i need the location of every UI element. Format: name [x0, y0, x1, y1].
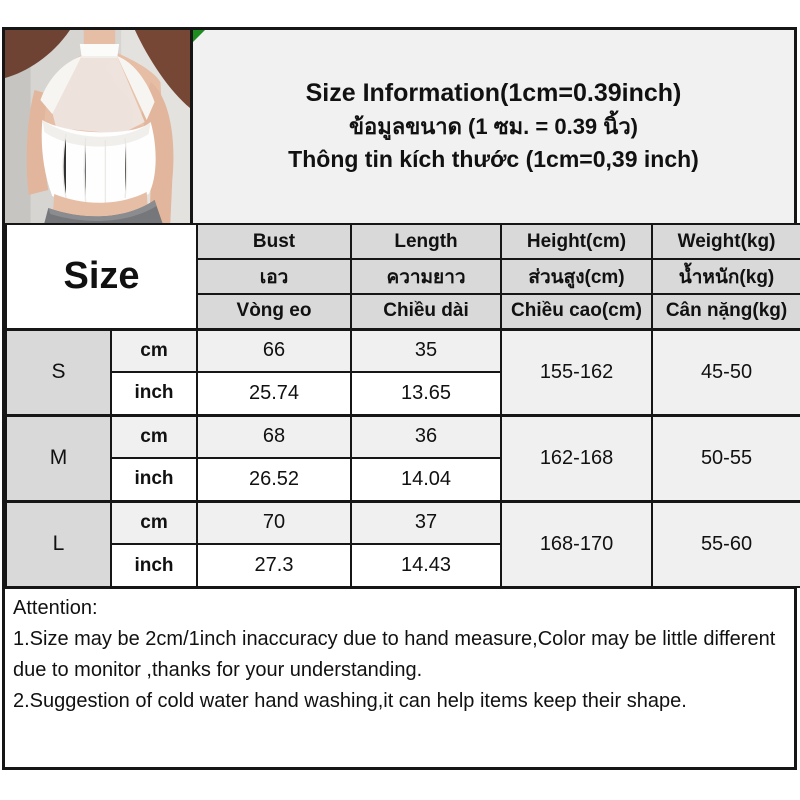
size-s-length-inch: 13.65 [350, 371, 503, 416]
header-bust-th: เอว [196, 258, 353, 295]
size-l-label: L [5, 499, 112, 588]
attention-title: Attention: [13, 597, 98, 619]
size-l-length-cm: 37 [350, 499, 503, 545]
size-m-height: 162-168 [500, 413, 654, 502]
size-m-length-inch: 14.04 [350, 457, 503, 502]
size-s-label: S [5, 327, 112, 416]
size-column-title: Size [4, 223, 199, 330]
header-height-vi: Chiều cao(cm) [500, 293, 654, 330]
size-s-length-cm: 35 [350, 327, 503, 373]
header-weight-en: Weight(kg) [651, 223, 800, 260]
product-photo-illustration [5, 30, 190, 223]
size-s-bust-cm: 66 [196, 327, 353, 373]
top-section: Size Information(1cm=0.39inch) ข้อมูลขนา… [5, 30, 794, 223]
size-l-bust-cm: 70 [196, 499, 353, 545]
header-height-th: ส่วนสูง(cm) [500, 258, 654, 295]
product-photo [5, 30, 193, 223]
title-vietnamese: Thông tin kích thước (1cm=0,39 inch) [288, 146, 699, 172]
size-m-bust-cm: 68 [196, 413, 353, 459]
size-l-length-inch: 14.43 [350, 543, 503, 588]
size-m-bust-inch: 26.52 [196, 457, 353, 502]
size-l-height: 168-170 [500, 499, 654, 588]
title-panel: Size Information(1cm=0.39inch) ข้อมูลขนา… [193, 30, 794, 223]
attention-line-1: 1.Size may be 2cm/1inch inaccuracy due t… [13, 628, 776, 681]
header-length-en: Length [350, 223, 503, 260]
size-s-bust-inch: 25.74 [196, 371, 353, 416]
size-s-weight: 45-50 [651, 327, 800, 416]
size-info-sheet: Size Information(1cm=0.39inch) ข้อมูลขนา… [2, 27, 800, 770]
size-s-unit-cm: cm [109, 327, 199, 373]
header-weight-vi: Cân nặng(kg) [651, 293, 800, 330]
header-weight-th: น้ำหนัก(kg) [651, 258, 800, 295]
corner-triangle-icon [193, 30, 205, 42]
size-m-length-cm: 36 [350, 413, 503, 459]
attention-note: Attention: 1.Size may be 2cm/1inch inacc… [5, 588, 794, 767]
header-length-vi: Chiều dài [350, 293, 503, 330]
header-bust-en: Bust [196, 223, 353, 260]
size-l-bust-inch: 27.3 [196, 543, 353, 588]
size-l-weight: 55-60 [651, 499, 800, 588]
size-s-unit-inch: inch [109, 371, 199, 416]
size-s-height: 155-162 [500, 327, 654, 416]
header-length-th: ความยาว [350, 258, 503, 295]
size-m-unit-cm: cm [109, 413, 199, 459]
header-height-en: Height(cm) [500, 223, 654, 260]
size-l-unit-inch: inch [109, 543, 199, 588]
title-thai: ข้อมูลขนาด (1 ซม. = 0.39 นิ้ว) [348, 114, 638, 139]
attention-line-2: 2.Suggestion of cold water hand washing,… [13, 690, 687, 712]
size-m-unit-inch: inch [109, 457, 199, 502]
size-m-label: M [5, 413, 112, 502]
size-l-unit-cm: cm [109, 499, 199, 545]
title-english: Size Information(1cm=0.39inch) [305, 79, 682, 107]
header-bust-vi: Vòng eo [196, 293, 353, 330]
size-m-weight: 50-55 [651, 413, 800, 502]
size-table: Size Bust Length Height(cm) Weight(kg) เ… [4, 223, 800, 588]
